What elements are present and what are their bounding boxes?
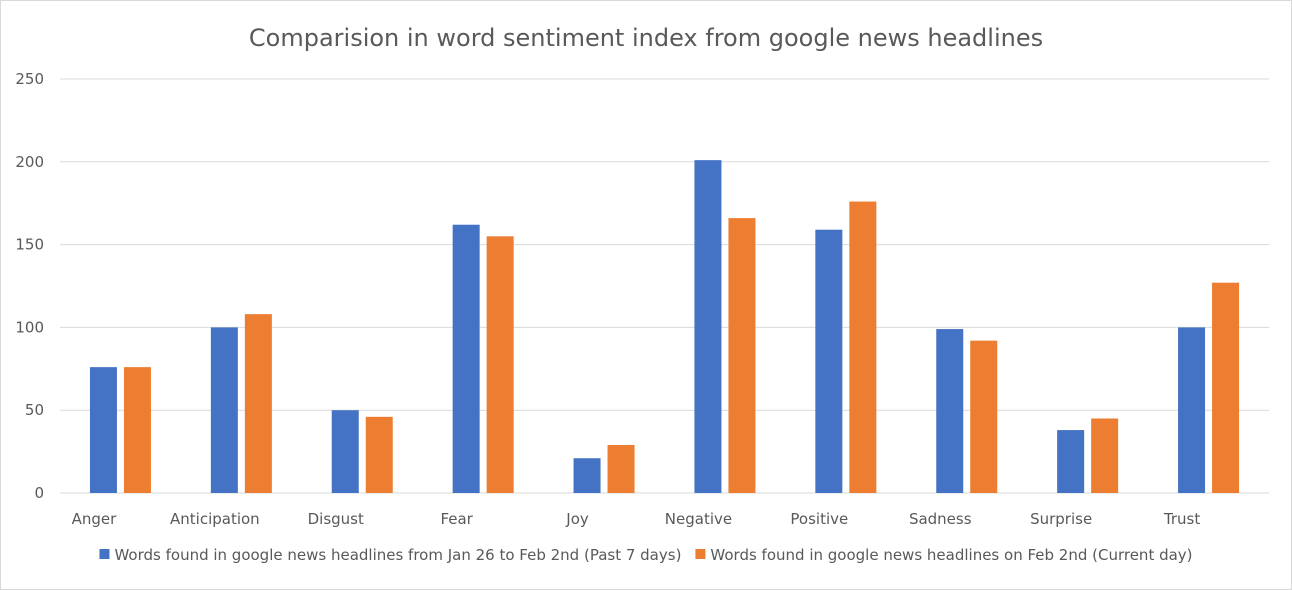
chart-title: Comparision in word sentiment index from…	[249, 24, 1043, 52]
x-category-label: Anger	[72, 510, 118, 528]
gridlines	[60, 78, 1269, 494]
y-tick-label: 200	[15, 153, 44, 171]
bar-positive-series-1	[815, 229, 843, 494]
bars	[89, 160, 1240, 494]
legend-label: Words found in google news headlines on …	[710, 546, 1192, 564]
bar-joy-series-2	[607, 444, 635, 493]
bar-fear-series-1	[452, 224, 480, 493]
bar-sadness-series-1	[936, 329, 964, 493]
y-tick-label: 250	[15, 70, 44, 88]
x-category-label: Disgust	[308, 510, 364, 528]
x-category-label: Negative	[665, 510, 732, 528]
bar-anticipation-series-1	[210, 327, 238, 493]
bar-trust-series-1	[1178, 327, 1206, 493]
y-tick-label: 50	[25, 401, 44, 419]
bar-joy-series-1	[573, 458, 601, 493]
x-category-label: Surprise	[1030, 510, 1092, 528]
legend-label: Words found in google news headlines fro…	[114, 546, 681, 564]
y-tick-label: 100	[15, 318, 44, 336]
y-tick-label: 150	[15, 236, 44, 254]
bar-anger-series-2	[123, 367, 151, 493]
bar-fear-series-2	[486, 236, 514, 493]
legend-swatch	[99, 549, 110, 559]
legend-item-2: Words found in google news headlines on …	[695, 546, 1193, 564]
bar-disgust-series-1	[331, 410, 359, 493]
legend: Words found in google news headlines fro…	[99, 546, 1193, 564]
legend-item-1: Words found in google news headlines fro…	[99, 546, 681, 564]
x-category-label: Sadness	[909, 510, 972, 528]
bar-surprise-series-2	[1091, 418, 1119, 493]
x-category-label: Anticipation	[170, 510, 260, 528]
x-axis-categories: Anger Anticipation Disgust Fear Joy Negative P…	[72, 510, 1201, 528]
bar-surprise-series-1	[1057, 430, 1085, 493]
bar-positive-series-2	[849, 201, 877, 493]
legend-swatch	[695, 549, 706, 559]
x-category-label: Fear	[440, 510, 473, 528]
y-tick-label: 0	[34, 484, 44, 502]
bar-trust-series-2	[1212, 282, 1240, 493]
bar-negative-series-1	[694, 160, 722, 494]
bar-anger-series-1	[89, 367, 117, 493]
x-category-label: Joy	[565, 510, 589, 528]
bar-sadness-series-2	[970, 340, 998, 493]
x-category-label: Trust	[1163, 510, 1200, 528]
bar-disgust-series-2	[365, 416, 393, 493]
x-category-label: Positive	[790, 510, 848, 528]
y-axis-ticks: 0 50 100 150 200 250	[15, 70, 44, 502]
bar-negative-series-2	[728, 218, 756, 493]
bar-anticipation-series-2	[244, 314, 272, 493]
